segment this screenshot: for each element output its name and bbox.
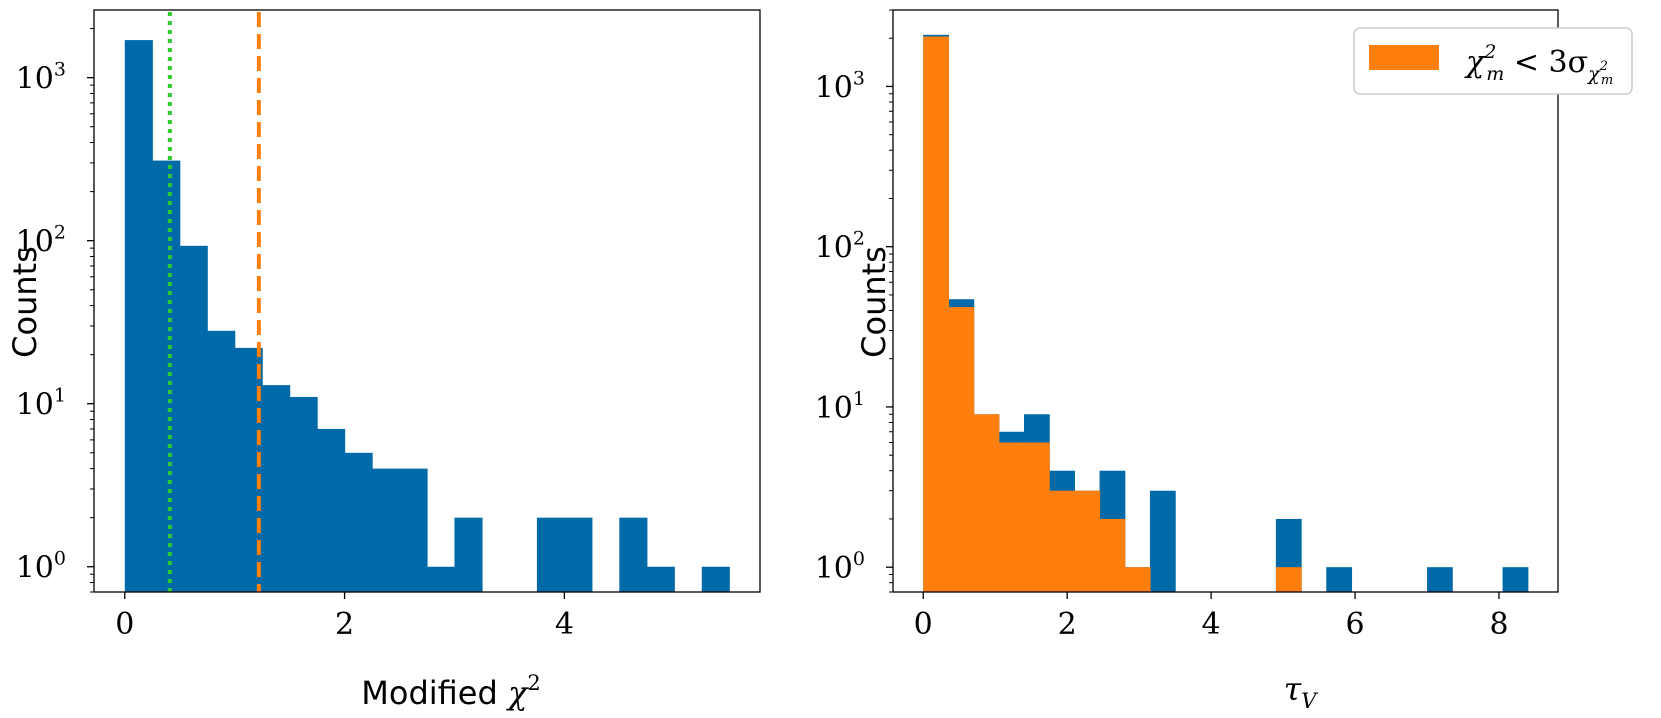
- left-x-axis-label-text: Modified: [361, 674, 508, 712]
- right-bar-s1-b7: [1099, 518, 1126, 592]
- right-xtick-label: 0: [914, 607, 933, 642]
- left-bar-s0-b2: [179, 245, 208, 592]
- right-bars-group: [923, 34, 1529, 593]
- left-ytick-label: 103: [16, 59, 66, 97]
- left-bar-s0-b0: [124, 40, 153, 592]
- right-bar-s0-b23: [1502, 567, 1529, 592]
- left-axes-frame: [93, 9, 761, 593]
- right-bar-s0-b16: [1326, 567, 1353, 592]
- right-bar-s0-b9: [1149, 490, 1176, 592]
- right-ytick-label: 101: [815, 388, 865, 426]
- right-xtick-label: 8: [1489, 607, 1508, 642]
- right-ticks-group: 0 2 4 6 8 100 101 102 103: [815, 9, 1509, 642]
- right-bar-s1-b2: [973, 414, 1000, 592]
- legend-label: χ2 m < 3σχ2 m: [1464, 41, 1613, 88]
- right-bar-s1-b8: [1124, 567, 1151, 592]
- left-x-axis-label-math: χ: [506, 674, 529, 712]
- left-bar-s0-b11: [427, 566, 456, 592]
- left-bar-s0-b6: [289, 396, 318, 592]
- left-ytick-label: 102: [16, 222, 66, 260]
- left-bars-group: [124, 40, 730, 592]
- left-bar-s0-b5: [262, 385, 291, 592]
- left-bar-s0-b21: [701, 566, 730, 592]
- left-y-axis-label: Counts: [6, 246, 44, 358]
- right-xtick-label: 4: [1202, 607, 1221, 642]
- left-xtick-label: 2: [335, 607, 354, 642]
- right-bar-s1-b1: [948, 307, 975, 592]
- right-bar-s0-b20: [1427, 567, 1453, 592]
- right-ytick-label: 103: [815, 67, 865, 105]
- legend-label-sub: m: [1486, 63, 1504, 85]
- right-legend: χ2 m < 3σχ2 m: [1353, 27, 1633, 95]
- legend-swatch-orange: [1369, 45, 1439, 70]
- right-x-axis-label-math: τ: [1284, 670, 1303, 708]
- legend-label-sup: 2: [1483, 41, 1496, 63]
- legend-label-op-sub-sup: 2: [1599, 59, 1608, 74]
- right-bar-s1-b0: [923, 36, 950, 593]
- legend-label-op-sub: χ: [1586, 63, 1601, 85]
- right-axes-group: [892, 9, 1559, 593]
- legend-frame: [1353, 27, 1633, 95]
- right-bar-s1-b4: [1023, 442, 1050, 592]
- right-bar-s1-b3: [998, 442, 1025, 592]
- legend-label-chi: χ: [1464, 45, 1486, 80]
- left-xtick-label: 0: [115, 607, 134, 642]
- left-bar-s0-b7: [317, 428, 346, 592]
- left-bar-s0-b12: [454, 517, 483, 592]
- right-axes-frame: [892, 9, 1559, 593]
- right-bar-s1-b6: [1074, 490, 1101, 592]
- left-ytick-label: 101: [16, 385, 66, 423]
- right-bar-s1-b5: [1049, 490, 1075, 592]
- left-ytick-label: 100: [16, 548, 66, 586]
- left-bar-s0-b8: [344, 452, 373, 592]
- left-axes-group: [93, 9, 761, 593]
- legend-label-op: < 3σ: [1504, 45, 1588, 80]
- legend-label-op-sub-sub: m: [1601, 73, 1613, 88]
- right-xtick-label: 6: [1345, 607, 1364, 642]
- left-bar-s0-b18: [619, 517, 648, 592]
- left-bar-s0-b3: [207, 330, 236, 592]
- right-x-axis-label-sub: V: [1301, 689, 1318, 713]
- left-xtick-label: 4: [555, 607, 574, 642]
- left-x-axis-label: Modified χ2: [361, 671, 540, 712]
- right-ytick-label: 100: [815, 548, 865, 586]
- right-bar-s1-b14: [1275, 567, 1302, 592]
- left-bar-s0-b16: [564, 517, 593, 592]
- left-bar-s0-b10: [399, 468, 428, 592]
- left-bar-s0-b4: [234, 347, 263, 592]
- right-xtick-label: 2: [1058, 607, 1077, 642]
- right-x-axis-label: τV: [1284, 670, 1319, 713]
- left-bar-s0-b15: [536, 517, 565, 592]
- right-y-axis-label: Counts: [855, 246, 893, 358]
- right-ytick-label: 102: [815, 228, 865, 266]
- left-vlines-group: [167, 12, 261, 592]
- left-bar-s0-b1: [152, 160, 181, 592]
- left-bar-s0-b19: [646, 566, 675, 592]
- left-bar-s0-b9: [372, 468, 401, 592]
- left-ticks-group: 0 2 4 100 101 102 103: [16, 28, 574, 642]
- left-x-axis-label-sup: 2: [527, 671, 540, 695]
